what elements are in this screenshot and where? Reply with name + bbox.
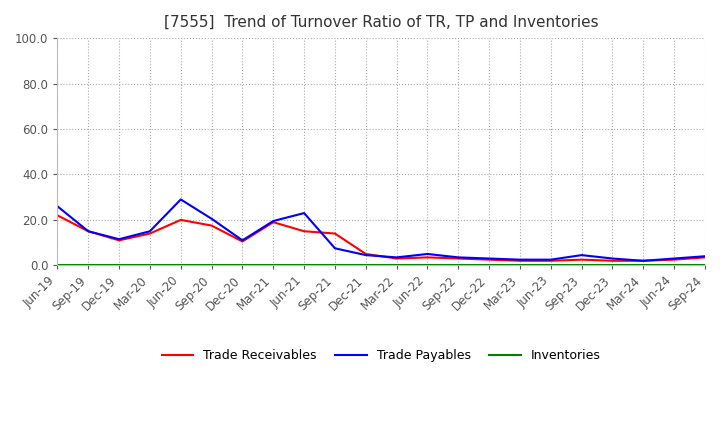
Trade Payables (84, 229, 93, 234)
Title: [7555]  Trend of Turnover Ratio of TR, TP and Inventories: [7555] Trend of Turnover Ratio of TR, TP… (164, 15, 598, 30)
Trade Payables (454, 255, 463, 260)
Trade Receivables (608, 258, 617, 264)
Line: Trade Payables: Trade Payables (58, 199, 705, 261)
Inventories (546, 262, 555, 268)
Inventories (670, 262, 678, 268)
Trade Receivables (516, 258, 524, 264)
Inventories (485, 262, 493, 268)
Trade Payables (701, 253, 709, 259)
Trade Payables (238, 238, 247, 243)
Trade Payables (670, 256, 678, 261)
Inventories (516, 262, 524, 268)
Trade Payables (639, 258, 648, 264)
Inventories (577, 262, 586, 268)
Trade Receivables (330, 231, 339, 236)
Trade Receivables (145, 231, 154, 236)
Trade Receivables (546, 258, 555, 264)
Trade Receivables (454, 256, 463, 261)
Inventories (608, 262, 617, 268)
Inventories (84, 262, 93, 268)
Trade Payables (114, 237, 123, 242)
Trade Receivables (361, 251, 370, 257)
Trade Receivables (238, 239, 247, 244)
Inventories (176, 262, 185, 268)
Trade Receivables (485, 257, 493, 262)
Trade Receivables (670, 257, 678, 262)
Trade Payables (516, 257, 524, 262)
Trade Payables (546, 257, 555, 262)
Trade Payables (269, 218, 278, 224)
Trade Payables (577, 253, 586, 258)
Trade Receivables (423, 255, 432, 260)
Inventories (238, 262, 247, 268)
Inventories (53, 262, 62, 268)
Inventories (454, 262, 463, 268)
Trade Payables (423, 251, 432, 257)
Trade Payables (392, 255, 401, 260)
Inventories (392, 262, 401, 268)
Trade Receivables (53, 213, 62, 218)
Trade Receivables (392, 256, 401, 261)
Inventories (145, 262, 154, 268)
Trade Receivables (701, 255, 709, 260)
Inventories (330, 262, 339, 268)
Trade Payables (608, 256, 617, 261)
Trade Receivables (176, 217, 185, 223)
Trade Payables (145, 229, 154, 234)
Inventories (701, 262, 709, 268)
Trade Receivables (84, 229, 93, 234)
Inventories (114, 262, 123, 268)
Trade Payables (485, 256, 493, 261)
Trade Payables (207, 216, 216, 221)
Trade Payables (53, 204, 62, 209)
Inventories (423, 262, 432, 268)
Trade Payables (361, 253, 370, 258)
Inventories (639, 262, 648, 268)
Line: Trade Receivables: Trade Receivables (58, 215, 705, 261)
Trade Receivables (207, 223, 216, 228)
Trade Receivables (114, 238, 123, 243)
Inventories (207, 262, 216, 268)
Trade Payables (176, 197, 185, 202)
Inventories (269, 262, 278, 268)
Legend: Trade Receivables, Trade Payables, Inventories: Trade Receivables, Trade Payables, Inven… (157, 344, 606, 367)
Inventories (361, 262, 370, 268)
Trade Receivables (577, 257, 586, 262)
Trade Receivables (300, 229, 308, 234)
Trade Payables (330, 246, 339, 251)
Trade Receivables (639, 258, 648, 264)
Trade Payables (300, 210, 308, 216)
Trade Receivables (269, 220, 278, 225)
Inventories (300, 262, 308, 268)
